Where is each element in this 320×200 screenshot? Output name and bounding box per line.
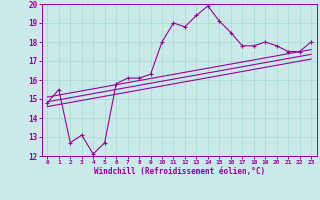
X-axis label: Windchill (Refroidissement éolien,°C): Windchill (Refroidissement éolien,°C) bbox=[94, 167, 265, 176]
